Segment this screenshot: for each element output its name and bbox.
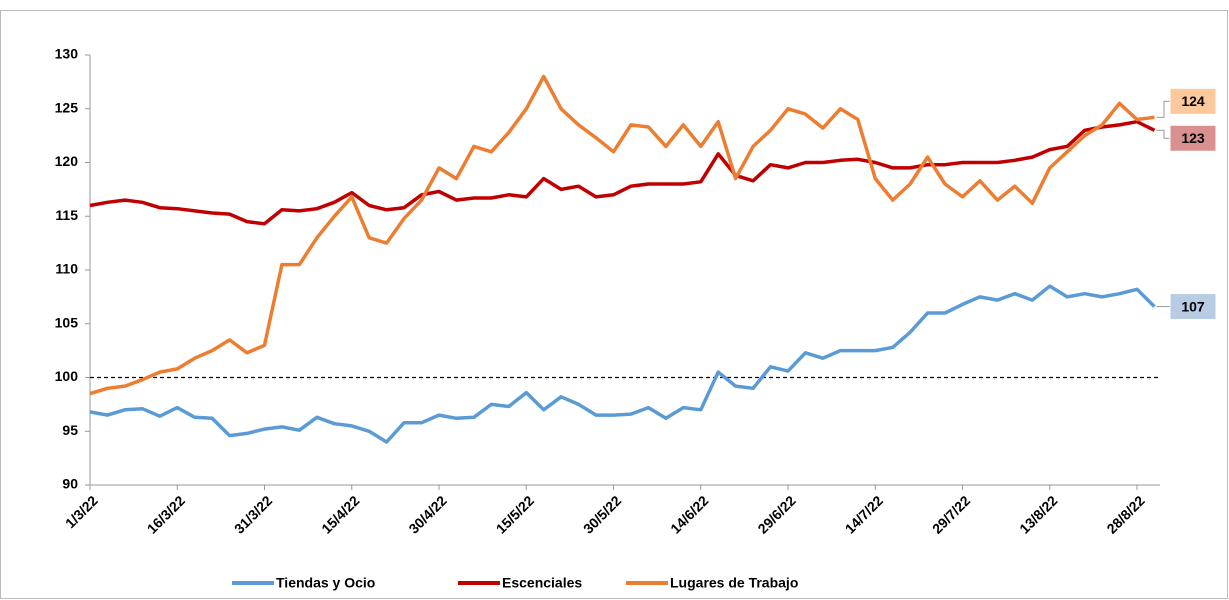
end-label: 123	[1181, 130, 1205, 146]
y-tick-label: 95	[62, 422, 78, 438]
y-tick-label: 125	[55, 99, 79, 115]
label-connector	[1156, 129, 1170, 139]
y-tick-label: 90	[62, 476, 78, 492]
end-label-box	[1169, 87, 1217, 115]
y-tick-label: 105	[55, 314, 79, 330]
end-label: 124	[1181, 93, 1205, 109]
label-connector	[1156, 100, 1170, 118]
end-label-box	[1169, 293, 1217, 321]
y-tick-label: 130	[55, 46, 79, 62]
series-line	[89, 119, 1156, 226]
y-tick-label: 110	[55, 261, 78, 277]
legend-label: Tiendas y Ocio	[276, 575, 375, 591]
end-label: 107	[1181, 298, 1205, 314]
legend-label: Lugares de Trabajo	[670, 575, 798, 591]
chart-frame	[0, 10, 1228, 599]
y-tick-label: 100	[55, 368, 79, 384]
end-label-box	[1169, 124, 1217, 152]
series-line	[89, 284, 1156, 444]
legend-label: Escenciales	[502, 575, 582, 591]
series-line	[89, 74, 1155, 396]
y-tick-label: 120	[55, 153, 79, 169]
y-tick-label: 115	[55, 207, 78, 223]
